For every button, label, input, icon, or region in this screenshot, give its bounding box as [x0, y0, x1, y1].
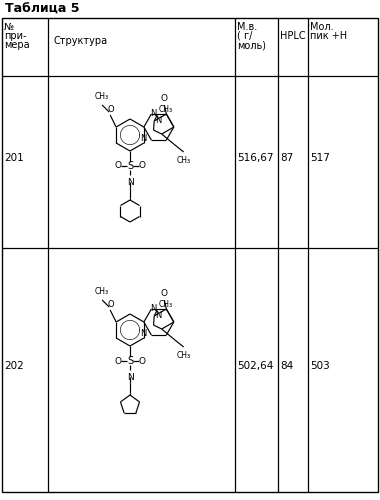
- Text: 516,67: 516,67: [237, 153, 274, 163]
- Text: 201: 201: [4, 153, 24, 163]
- Text: пик +Н: пик +Н: [310, 31, 347, 41]
- Text: N: N: [127, 373, 133, 382]
- Text: O: O: [114, 356, 122, 366]
- Text: N: N: [140, 134, 147, 143]
- Text: моль): моль): [237, 40, 266, 50]
- Text: CH₃: CH₃: [177, 351, 191, 360]
- Text: М.в.: М.в.: [237, 22, 257, 32]
- Text: N: N: [127, 178, 133, 187]
- Text: при-: при-: [4, 31, 27, 41]
- Text: Мол.: Мол.: [310, 22, 334, 32]
- Text: O: O: [138, 356, 146, 366]
- Text: CH₃: CH₃: [158, 300, 173, 309]
- Text: №: №: [4, 22, 14, 32]
- Text: HPLC: HPLC: [280, 31, 306, 41]
- Text: N: N: [150, 108, 157, 118]
- Text: Структура: Структура: [54, 36, 108, 46]
- Text: CH₃: CH₃: [95, 287, 109, 296]
- Text: 503: 503: [310, 361, 330, 371]
- Text: S: S: [127, 356, 133, 366]
- Text: N: N: [140, 330, 147, 338]
- Text: N: N: [155, 116, 161, 124]
- Text: 87: 87: [280, 153, 293, 163]
- Text: O: O: [108, 300, 114, 309]
- Text: 517: 517: [310, 153, 330, 163]
- Text: CH₃: CH₃: [158, 105, 173, 114]
- Text: мера: мера: [4, 40, 30, 50]
- Text: O: O: [114, 162, 122, 170]
- Text: N: N: [150, 304, 157, 312]
- Text: Таблица 5: Таблица 5: [5, 3, 79, 16]
- Text: O: O: [138, 162, 146, 170]
- Text: CH₃: CH₃: [177, 156, 191, 165]
- Text: 84: 84: [280, 361, 293, 371]
- Text: 502,64: 502,64: [237, 361, 273, 371]
- Text: O: O: [161, 94, 168, 103]
- Text: O: O: [161, 289, 168, 298]
- Text: O: O: [108, 105, 114, 114]
- Text: S: S: [127, 161, 133, 171]
- Text: 202: 202: [4, 361, 24, 371]
- Text: CH₃: CH₃: [95, 92, 109, 101]
- Text: ( г/: ( г/: [237, 31, 252, 41]
- Text: N: N: [155, 310, 161, 320]
